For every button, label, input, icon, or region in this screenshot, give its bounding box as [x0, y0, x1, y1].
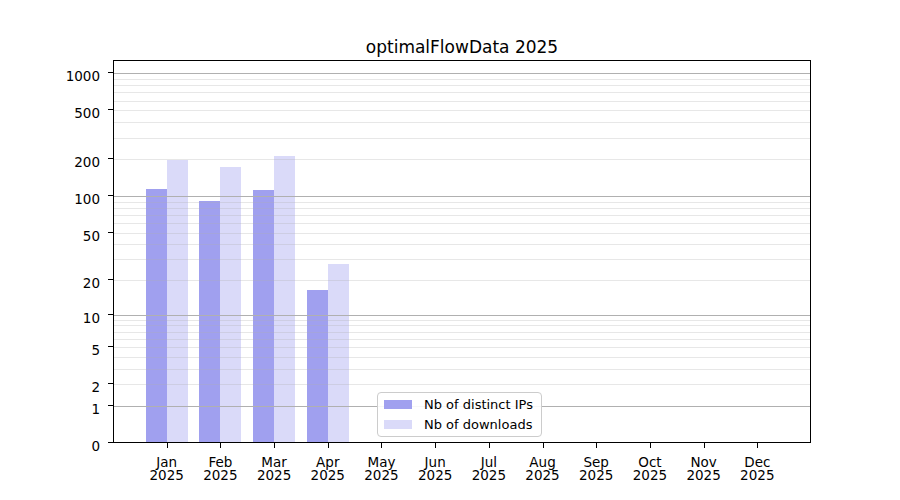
gridline-minor: [114, 215, 810, 216]
gridline-minor: [114, 159, 810, 160]
y-tick-label: 200: [0, 155, 100, 169]
gridline-minor: [114, 347, 810, 348]
x-tick: [704, 443, 705, 448]
x-tick: [596, 443, 597, 448]
gridline-minor: [114, 259, 810, 260]
x-tick-label: Apr2025: [297, 456, 359, 483]
legend: Nb of distinct IPs Nb of downloads: [377, 392, 542, 437]
gridline-minor: [114, 369, 810, 370]
y-tick: [108, 405, 113, 406]
y-tick-label: 2: [0, 380, 100, 394]
gridline-minor: [114, 85, 810, 86]
y-tick: [108, 195, 113, 196]
gridline-minor: [114, 280, 810, 281]
y-tick-label: 500: [0, 106, 100, 120]
x-tick: [650, 443, 651, 448]
y-tick: [108, 314, 113, 315]
x-tick-label: Jun2025: [404, 456, 466, 483]
gridline-minor: [114, 339, 810, 340]
plot-area: [113, 60, 811, 443]
x-tick: [167, 443, 168, 448]
y-tick: [108, 232, 113, 233]
gridline-minor: [114, 384, 810, 385]
gridline-minor: [114, 110, 810, 111]
gridline-minor: [114, 202, 810, 203]
x-tick-label: Nov2025: [673, 456, 735, 483]
x-tick-label: Sep2025: [565, 456, 627, 483]
y-tick: [108, 346, 113, 347]
gridline-major: [114, 196, 810, 197]
figure: optimalFlowData 2025 Nb of distinct IPs …: [0, 0, 900, 500]
x-tick-label: May2025: [350, 456, 412, 483]
gridline-minor: [114, 101, 810, 102]
bar-distinct-ips-mar: [253, 190, 274, 442]
gridline-minor: [114, 138, 810, 139]
y-tick: [108, 72, 113, 73]
gridline-minor: [114, 122, 810, 123]
legend-swatch-distinct-ips: [384, 400, 412, 409]
x-tick: [489, 443, 490, 448]
x-tick: [543, 443, 544, 448]
legend-label-distinct-ips: Nb of distinct IPs: [424, 397, 533, 412]
gridline-minor: [114, 325, 810, 326]
legend-label-downloads: Nb of downloads: [424, 417, 532, 432]
gridline-major: [114, 73, 810, 74]
x-tick: [757, 443, 758, 448]
y-tick-label: 20: [0, 276, 100, 290]
x-tick: [328, 443, 329, 448]
x-tick-label: Dec2025: [726, 456, 788, 483]
x-tick: [274, 443, 275, 448]
y-tick-label: 5: [0, 343, 100, 357]
x-tick: [381, 443, 382, 448]
y-tick: [108, 109, 113, 110]
gridline-minor: [114, 332, 810, 333]
gridline-minor: [114, 208, 810, 209]
x-tick: [435, 443, 436, 448]
gridline-minor: [114, 244, 810, 245]
chart-title: optimalFlowData 2025: [113, 37, 811, 58]
x-tick-label: Oct2025: [619, 456, 681, 483]
y-tick: [108, 442, 113, 443]
gridline-minor: [114, 79, 810, 80]
y-tick-label: 100: [0, 192, 100, 206]
gridline-minor: [114, 233, 810, 234]
y-tick: [108, 279, 113, 280]
y-tick-label: 10: [0, 311, 100, 325]
gridline-minor: [114, 320, 810, 321]
bar-downloads-apr: [328, 264, 349, 442]
y-tick-label: 1: [0, 402, 100, 416]
gridline-minor: [114, 223, 810, 224]
bar-distinct-ips-apr: [307, 290, 328, 442]
bar-downloads-mar: [274, 156, 295, 442]
x-tick-label: Mar2025: [243, 456, 305, 483]
y-tick: [108, 158, 113, 159]
y-tick-label: 50: [0, 229, 100, 243]
y-tick-label: 0: [0, 439, 100, 453]
y-tick: [108, 383, 113, 384]
gridline-major: [114, 315, 810, 316]
x-tick-label: Aug2025: [512, 456, 574, 483]
x-tick: [220, 443, 221, 448]
gridline-minor: [114, 92, 810, 93]
legend-swatch-downloads: [384, 420, 412, 429]
y-tick-label: 1000: [0, 69, 100, 83]
gridline-minor: [114, 357, 810, 358]
x-tick-label: Jan2025: [136, 456, 198, 483]
legend-item-distinct-ips: Nb of distinct IPs: [384, 395, 533, 415]
x-tick-label: Jul2025: [458, 456, 520, 483]
x-tick-label: Feb2025: [189, 456, 251, 483]
legend-item-downloads: Nb of downloads: [384, 415, 533, 435]
